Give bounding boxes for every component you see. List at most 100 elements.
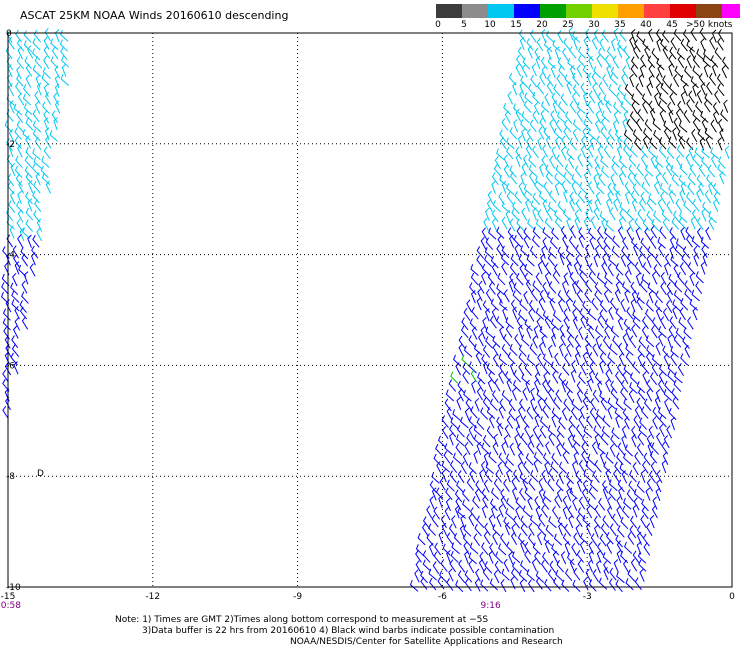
wind-barb xyxy=(527,441,535,455)
wind-barb xyxy=(508,408,516,422)
wind-barb xyxy=(689,164,697,177)
wind-barb xyxy=(569,558,575,572)
wind-barb xyxy=(622,333,629,347)
wind-barb xyxy=(670,346,679,358)
wind-barb xyxy=(625,326,631,340)
wind-barb xyxy=(531,63,537,77)
wind-barb xyxy=(497,423,503,437)
wind-barb xyxy=(441,468,447,483)
wind-barb xyxy=(553,533,563,546)
wind-barb xyxy=(25,118,34,131)
wind-barb xyxy=(579,181,588,195)
wind-barb xyxy=(659,109,665,123)
wind-barb xyxy=(620,100,629,114)
wind-barb xyxy=(563,189,568,203)
wind-barb xyxy=(525,453,534,466)
wind-barb xyxy=(676,47,685,61)
wind-barb xyxy=(591,297,599,311)
wind-barb xyxy=(518,309,527,322)
wind-barb xyxy=(549,560,557,574)
wind-barb xyxy=(44,127,50,141)
wind-barb xyxy=(609,443,616,458)
wind-barb xyxy=(564,163,573,177)
wind-barb xyxy=(538,341,545,356)
wind-barb xyxy=(599,360,604,374)
wind-barb xyxy=(636,531,642,545)
wind-barb xyxy=(657,407,667,419)
wind-barb xyxy=(616,549,622,564)
legend-label: 15 xyxy=(510,20,522,30)
wind-barb xyxy=(616,363,624,377)
wind-barb xyxy=(643,173,650,187)
wind-barb xyxy=(593,524,599,538)
wind-barb xyxy=(593,515,601,529)
wind-barb xyxy=(468,361,477,374)
wind-barb xyxy=(574,209,581,223)
wind-barb xyxy=(491,209,499,223)
wind-barb xyxy=(678,120,688,133)
wind-barb xyxy=(510,254,519,267)
wind-barb xyxy=(475,568,481,582)
wind-barb xyxy=(658,244,665,258)
wind-barb xyxy=(683,200,692,213)
wind-barb xyxy=(521,373,530,386)
y-tick-label: 0 xyxy=(6,29,12,39)
wind-barb xyxy=(596,272,606,285)
wind-barb xyxy=(541,559,548,573)
wind-barb xyxy=(509,272,516,287)
wind-barb xyxy=(645,308,653,322)
pass-time-label: 9:16 xyxy=(481,601,501,611)
wind-barb xyxy=(662,30,670,43)
wind-barb xyxy=(682,336,690,349)
wind-barb xyxy=(415,549,422,563)
wind-barb xyxy=(593,425,602,438)
wind-barb xyxy=(561,47,569,61)
wind-barb xyxy=(529,245,538,259)
wind-barb xyxy=(713,191,720,205)
wind-barb xyxy=(668,325,675,339)
wind-barb xyxy=(541,65,547,80)
wind-barb xyxy=(700,82,706,96)
wind-barb xyxy=(4,120,13,133)
wind-barb xyxy=(478,333,484,347)
wind-barb xyxy=(526,325,532,339)
wind-barb xyxy=(480,236,487,250)
pass-time-label: 10:58 xyxy=(0,601,21,611)
wind-barb xyxy=(592,343,599,357)
wind-barb xyxy=(542,310,552,323)
wind-barb xyxy=(542,199,548,213)
wind-barb xyxy=(471,326,478,340)
wind-barb xyxy=(569,100,577,114)
wind-barb xyxy=(538,488,545,502)
wind-barb xyxy=(647,55,656,69)
wind-barb xyxy=(524,541,532,555)
wind-barb xyxy=(641,326,648,340)
wind-barb xyxy=(489,398,498,411)
wind-barb xyxy=(432,561,440,575)
wind-barb xyxy=(511,568,519,581)
wind-barb xyxy=(414,569,420,583)
wind-barb xyxy=(439,477,446,491)
wind-barb xyxy=(561,379,567,393)
wind-barb xyxy=(41,73,50,86)
wind-barb xyxy=(475,480,482,494)
wind-barb xyxy=(461,317,469,331)
wind-barb xyxy=(612,335,620,349)
wind-barb xyxy=(23,40,33,53)
wind-barb xyxy=(584,289,592,303)
wind-barb xyxy=(556,488,563,503)
wind-barb xyxy=(599,533,607,547)
wind-barb xyxy=(614,461,622,475)
wind-barb xyxy=(462,370,469,384)
wind-barb xyxy=(453,533,462,546)
wind-barb xyxy=(646,522,653,536)
wind-barb xyxy=(603,567,609,581)
wind-barb xyxy=(547,379,555,393)
wind-barb xyxy=(586,162,592,176)
wind-barb xyxy=(470,264,479,276)
wind-barb xyxy=(49,130,59,142)
wind-barb xyxy=(532,192,541,206)
wind-barb xyxy=(493,433,499,447)
wind-barb xyxy=(664,398,670,412)
wind-barb xyxy=(484,247,494,260)
